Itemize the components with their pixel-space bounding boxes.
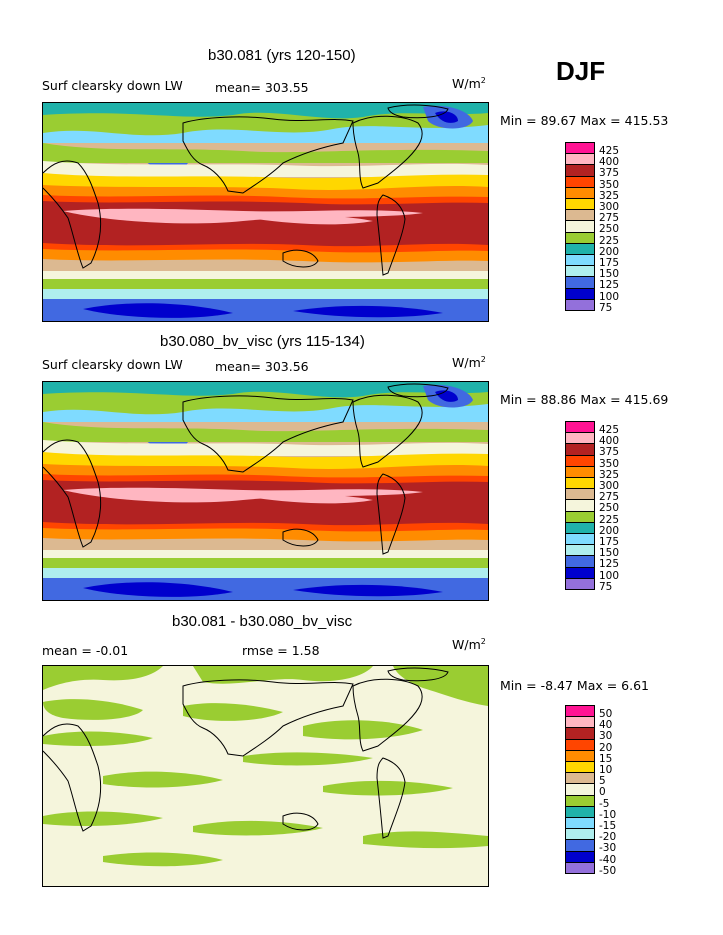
colorbar-level-label: 400 [599, 435, 620, 448]
colorbar-swatch [565, 298, 595, 311]
colorbar-level-label: -10 [599, 808, 617, 821]
panel-2-map-svg [43, 382, 488, 600]
panel-1-title: b30.081 (yrs 120-150) [208, 47, 356, 64]
colorbar-level-label: 375 [599, 167, 620, 180]
colorbar-level-label: 20 [599, 741, 613, 754]
colorbar-level-label: 5 [599, 775, 606, 788]
colorbar-level-label: 200 [599, 245, 620, 258]
colorbar-level-label: 50 [599, 708, 613, 720]
colorbar-level-label: 150 [599, 268, 620, 281]
colorbar-level-label: 75 [599, 580, 613, 593]
colorbar-swatch [565, 861, 595, 874]
colorbar-level-label: 40 [599, 719, 613, 732]
panel-3-map [42, 665, 489, 887]
colorbar-level-label: 175 [599, 257, 620, 269]
colorbar-level-label: 425 [599, 424, 620, 436]
colorbar-level-label: 10 [599, 764, 613, 776]
colorbar-level-label: -40 [599, 853, 617, 866]
colorbar-level-label: 100 [599, 569, 620, 582]
colorbar-level-label: -20 [599, 831, 617, 844]
colorbar-level-label: 400 [599, 156, 620, 169]
colorbar-level-label: 125 [599, 279, 620, 292]
colorbar-level-label: 300 [599, 480, 620, 492]
panel-3-map-svg [43, 666, 488, 886]
colorbar-level-label: 125 [599, 558, 620, 571]
colorbar-level-label: 225 [599, 234, 620, 247]
colorbar-level-label: 75 [599, 301, 613, 314]
colorbar-level-label: 425 [599, 145, 620, 157]
colorbar-level-label: 275 [599, 212, 620, 225]
panel-2-mean-label: mean= 303.56 [215, 359, 309, 374]
colorbar-level-label: 350 [599, 178, 620, 191]
panel-3-min-max: Min = -8.47 Max = 6.61 [500, 678, 650, 693]
colorbar-level-label: 350 [599, 457, 620, 470]
colorbar-swatch [565, 577, 595, 590]
panel-1-map-svg [43, 103, 488, 321]
colorbar-level-label: 225 [599, 513, 620, 526]
colorbar-level-label: -50 [599, 864, 617, 877]
panel-1-coastlines [43, 104, 449, 276]
colorbar-level-label: 325 [599, 189, 620, 202]
colorbar-level-label: 15 [599, 752, 613, 765]
colorbar-level-label: 150 [599, 547, 620, 560]
panel-1-min-max: Min = 89.67 Max = 415.53 [500, 113, 669, 128]
panel-1-variable-label: Surf clearsky down LW [42, 78, 183, 93]
colorbar-level-label: -5 [599, 797, 610, 810]
season-label: DJF [556, 56, 606, 86]
colorbar-level-label: 325 [599, 468, 620, 481]
colorbar-level-label: 30 [599, 730, 613, 743]
panel-2-units: W/m2 [452, 355, 486, 371]
colorbar-level-label: 100 [599, 290, 620, 303]
colorbar-level-label: 250 [599, 502, 620, 515]
panel-2-min-max: Min = 88.86 Max = 415.69 [500, 392, 669, 407]
panel-2-coastlines [43, 383, 449, 555]
panel-2-variable-label: Surf clearsky down LW [42, 357, 183, 372]
panel-1-units: W/m2 [452, 76, 486, 92]
panel-1-map [42, 102, 489, 322]
panel-1-mean-label: mean= 303.55 [215, 80, 309, 95]
colorbar-level-label: -30 [599, 842, 617, 855]
colorbar-level-label: -15 [599, 820, 617, 832]
panel-3-rmse-label: rmse = 1.58 [242, 643, 320, 658]
colorbar-level-label: 250 [599, 223, 620, 236]
panel-3-units: W/m2 [452, 637, 486, 653]
colorbar-level-label: 375 [599, 446, 620, 459]
colorbar-level-label: 300 [599, 201, 620, 213]
panel-3-title: b30.081 - b30.080_bv_visc [172, 613, 353, 630]
panel-2-title: b30.080_bv_visc (yrs 115-134) [160, 333, 365, 350]
panel-3-mean-label: mean = -0.01 [42, 643, 129, 658]
colorbar-level-label: 200 [599, 524, 620, 537]
panel-2-map [42, 381, 489, 601]
colorbar-level-label: 0 [599, 786, 606, 799]
colorbar-level-label: 275 [599, 491, 620, 504]
panel-3-coastlines [43, 667, 449, 839]
colorbar-level-label: 175 [599, 536, 620, 548]
